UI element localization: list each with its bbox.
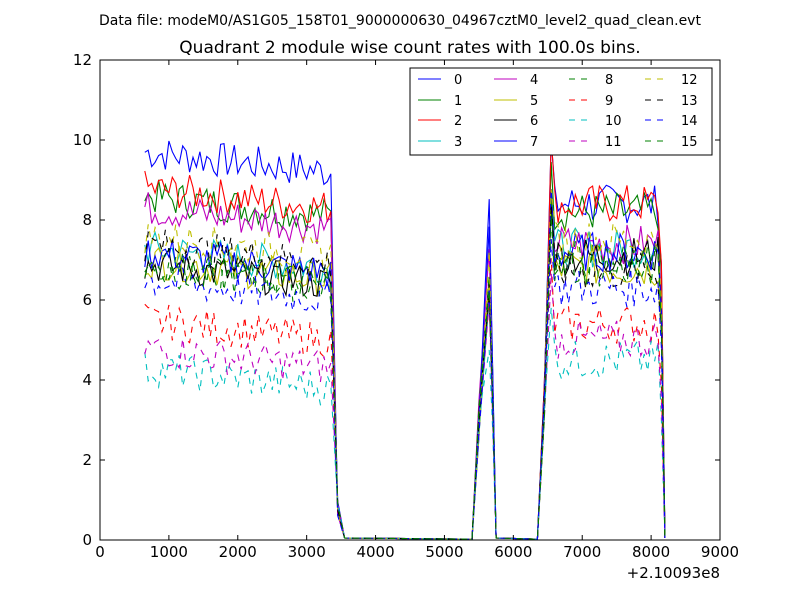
series-line-5 — [144, 206, 666, 540]
legend-label-4: 4 — [530, 73, 538, 88]
series-line-8 — [144, 197, 666, 540]
y-tick-label: 6 — [82, 291, 92, 309]
series-line-11 — [144, 272, 666, 540]
legend-label-7: 7 — [530, 135, 538, 150]
series-line-9 — [144, 258, 666, 540]
x-tick-label: 7000 — [563, 543, 601, 561]
series-line-4 — [144, 190, 666, 540]
legend-label-11: 11 — [605, 135, 622, 150]
legend-label-14: 14 — [681, 114, 698, 129]
x-tick-label: 4000 — [356, 543, 394, 561]
x-tick-label: 3000 — [288, 543, 326, 561]
legend-label-0: 0 — [454, 73, 462, 88]
series-line-2 — [144, 138, 666, 540]
y-tick-label: 4 — [82, 371, 92, 389]
y-tick-label: 10 — [73, 131, 92, 149]
y-tick-label: 0 — [82, 531, 92, 549]
series-line-6 — [144, 204, 666, 540]
x-offset-label: +2.10093e8 — [627, 564, 720, 582]
series-line-0 — [144, 140, 666, 540]
y-tick-label: 2 — [82, 451, 92, 469]
series-line-13 — [144, 204, 666, 540]
series-line-7 — [144, 189, 666, 540]
ticks-layer: 0 1000 2000 3000 4000 5000 6000 7000 8000 9000 0 2 4… — [73, 51, 739, 561]
series-layer — [144, 138, 666, 540]
x-tick-label: 0 — [95, 543, 105, 561]
x-tick-label: 8000 — [632, 543, 670, 561]
series-line-12 — [144, 189, 666, 540]
series-line-14 — [144, 239, 666, 540]
legend-label-1: 1 — [454, 94, 462, 109]
x-tick-label: 5000 — [425, 543, 463, 561]
legend-label-2: 2 — [454, 114, 462, 129]
legend-label-9: 9 — [605, 94, 613, 109]
suptitle: Data file: modeM0/AS1G05_158T01_90000006… — [99, 13, 701, 29]
y-tick-label: 8 — [82, 211, 92, 229]
legend-label-15: 15 — [681, 135, 698, 150]
series-line-15 — [144, 216, 666, 540]
legend-label-12: 12 — [681, 73, 698, 88]
legend-label-10: 10 — [605, 114, 622, 129]
legend-label-5: 5 — [530, 94, 538, 109]
legend-label-13: 13 — [681, 94, 698, 109]
legend-label-3: 3 — [454, 135, 462, 150]
x-tick-label: 2000 — [219, 543, 257, 561]
chart-title: Quadrant 2 module wise count rates with … — [179, 38, 640, 58]
x-tick-label: 9000 — [701, 543, 739, 561]
legend-label-6: 6 — [530, 114, 538, 129]
x-tick-label: 1000 — [150, 543, 188, 561]
legend-label-8: 8 — [605, 73, 613, 88]
series-line-10 — [144, 307, 666, 540]
y-tick-label: 12 — [73, 51, 92, 69]
x-tick-label: 6000 — [494, 543, 532, 561]
